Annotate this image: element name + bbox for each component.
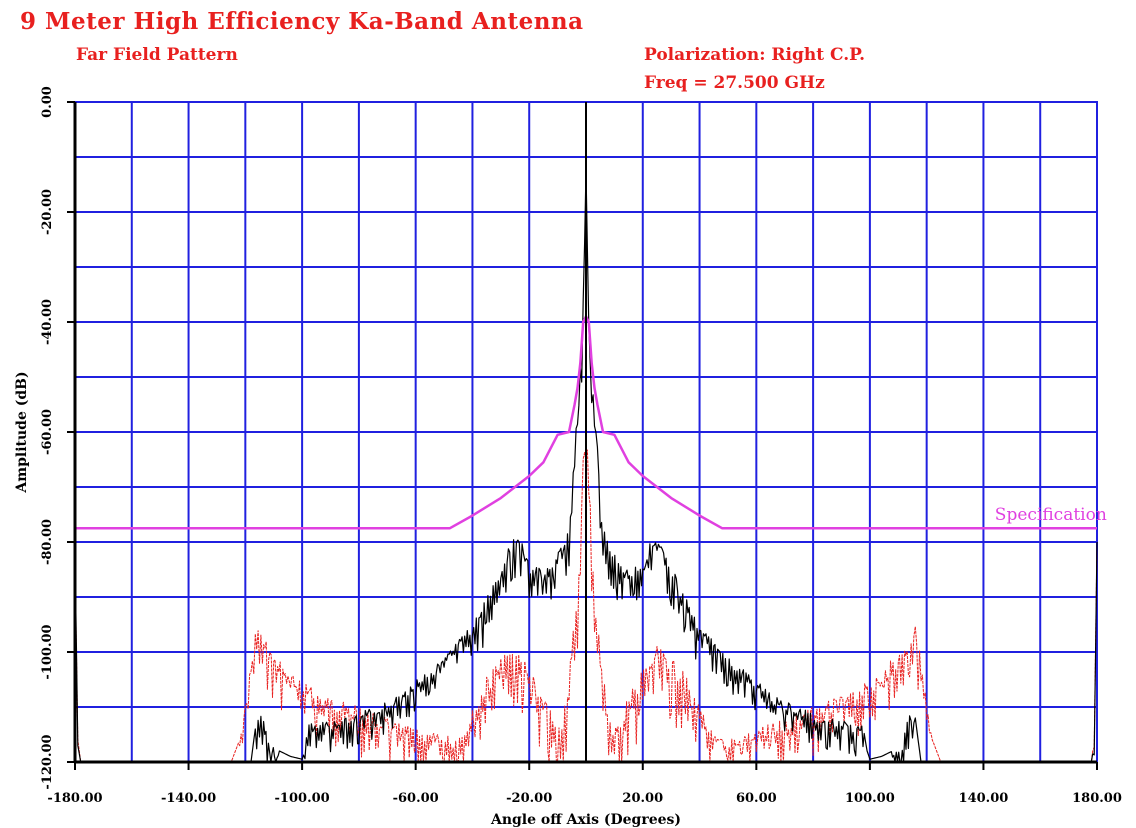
tick-labels: -180.00 -140.00 -100.00 -60.00 -20.00 20.00 60… [40, 86, 1122, 806]
y-tick-label: 0.00 [40, 86, 55, 118]
y-tick-label: -120.00 [40, 734, 55, 789]
y-tick-label: -20.00 [40, 189, 55, 235]
x-tick-label: -20.00 [506, 791, 552, 806]
chart-subtitle: Far Field Pattern [76, 45, 238, 65]
x-tick-label: 20.00 [622, 791, 663, 806]
x-tick-label: -180.00 [47, 791, 102, 806]
y-tick-label: -40.00 [40, 299, 55, 345]
x-tick-label: 140.00 [959, 791, 1009, 806]
x-tick-label: -100.00 [275, 791, 330, 806]
y-tick-label: -100.00 [40, 624, 55, 679]
x-tick-label: 180.00 [1072, 791, 1122, 806]
specification-label: Specification [995, 505, 1107, 525]
x-tick-label: 60.00 [736, 791, 777, 806]
polarization-label: Polarization: Right C.P. [644, 45, 866, 65]
x-axis-label: Angle off Axis (Degrees) [490, 812, 681, 828]
x-tick-label: -60.00 [393, 791, 439, 806]
y-tick-label: -80.00 [40, 519, 55, 565]
chart-title: 9 Meter High Efficiency Ka-Band Antenna [20, 8, 584, 35]
frequency-label: Freq = 27.500 GHz [644, 73, 825, 93]
x-tick-label: -140.00 [161, 791, 216, 806]
x-tick-label: 100.00 [845, 791, 895, 806]
y-tick-label: -60.00 [40, 409, 55, 455]
y-axis-label: Amplitude (dB) [14, 371, 30, 493]
